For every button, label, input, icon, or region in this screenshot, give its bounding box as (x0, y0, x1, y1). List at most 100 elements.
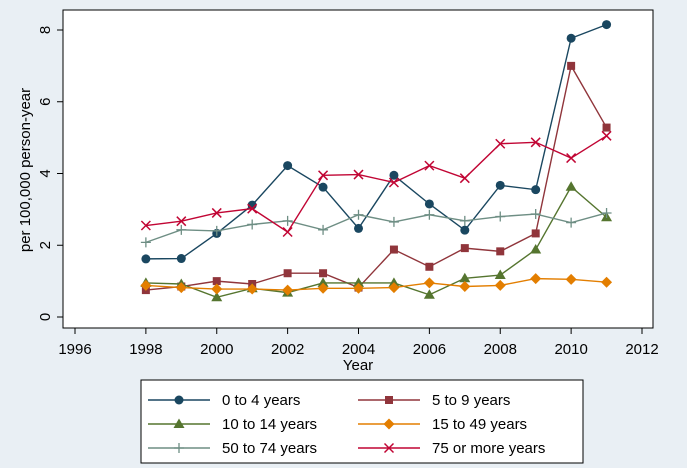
legend-marker (173, 418, 185, 428)
data-point (495, 180, 505, 190)
legend-box (140, 379, 584, 464)
data-point (459, 272, 471, 283)
data-point (176, 216, 187, 227)
data-point (247, 203, 258, 214)
x-tick-label: 2008 (484, 341, 517, 358)
data-point (565, 181, 577, 191)
data-point (459, 173, 470, 184)
data-point (176, 224, 187, 235)
data-point (601, 130, 612, 141)
data-point (282, 284, 294, 296)
data-point (530, 209, 541, 220)
x-tick-label: 2002 (271, 341, 304, 358)
data-point (141, 254, 151, 264)
data-point (282, 226, 293, 238)
data-point (353, 282, 364, 294)
data-point (495, 211, 506, 222)
data-point (530, 137, 541, 148)
data-point (565, 273, 577, 285)
x-tick-label: 1998 (129, 341, 162, 358)
series-layer (140, 20, 613, 302)
y-axis-title: per 100,000 person-year (17, 88, 34, 252)
data-point (353, 209, 364, 220)
data-point (388, 216, 399, 227)
data-point (247, 219, 258, 230)
data-point (495, 138, 506, 149)
y-tick-label: 4 (37, 169, 54, 177)
legend-item: 75 or more years (358, 440, 545, 457)
data-point (531, 185, 541, 195)
legend-item: 0 to 4 years (148, 392, 300, 409)
x-axis-title: Year (343, 357, 373, 374)
x-tick-label: 2012 (625, 341, 658, 358)
legend-marker (174, 395, 184, 405)
data-point (211, 225, 222, 236)
data-point (602, 123, 611, 132)
data-point (140, 237, 151, 248)
data-point (425, 262, 434, 271)
x-tick-label: 2000 (200, 341, 233, 358)
legend-item: 50 to 74 years (148, 440, 317, 457)
data-point (389, 170, 399, 180)
x-tick-label: 2006 (413, 341, 446, 358)
data-point (494, 279, 506, 291)
legend-label: 15 to 49 years (432, 416, 527, 433)
legend-marker (383, 418, 395, 430)
legend-item: 10 to 14 years (148, 416, 317, 433)
data-point (140, 279, 152, 291)
legend-marker (174, 443, 184, 453)
data-point (176, 254, 186, 264)
data-point (566, 33, 576, 43)
x-tick-label: 2010 (554, 341, 587, 358)
data-point (354, 223, 363, 233)
legend-label: 10 to 14 years (222, 416, 317, 433)
legend: 0 to 4 years 5 to 9 years 10 to 14 years 15… (148, 392, 545, 457)
x-axis: 1996 1998 2000 2002 2004 2006 2008 2010 2012 (58, 328, 659, 358)
data-point (566, 153, 577, 164)
y-tick-label: 0 (37, 313, 54, 321)
data-point (212, 277, 221, 286)
data-point (318, 170, 329, 181)
y-axis: 0 2 4 6 8 (37, 26, 63, 321)
x-tick-label: 1996 (58, 341, 91, 358)
data-point (423, 277, 435, 289)
data-point (459, 215, 470, 226)
data-point (567, 61, 576, 70)
legend-marker (385, 396, 393, 404)
legend-item: 5 to 9 years (358, 392, 510, 409)
data-point (424, 199, 434, 209)
legend-label: 0 to 4 years (222, 392, 300, 409)
series-line (145, 185, 608, 299)
data-point (601, 276, 613, 288)
legend-item: 15 to 49 years (358, 416, 527, 433)
series-line (145, 63, 608, 291)
data-point (566, 217, 577, 228)
series-line (145, 135, 607, 233)
legend-label: 50 to 74 years (222, 440, 317, 457)
plot-area (62, 9, 654, 329)
data-point (211, 291, 223, 302)
data-point (318, 224, 329, 235)
data-point (283, 161, 293, 171)
data-point (211, 207, 222, 218)
data-point (140, 220, 151, 231)
data-point (353, 277, 364, 287)
data-point (459, 281, 471, 293)
y-tick-label: 6 (37, 98, 54, 106)
data-point (317, 277, 329, 287)
data-point (389, 245, 398, 254)
legend-label: 75 or more years (432, 440, 545, 457)
data-point (424, 160, 435, 171)
series-line (145, 277, 607, 291)
series-4 (140, 273, 613, 296)
data-point (175, 282, 187, 294)
data-point (460, 225, 470, 235)
data-point (496, 247, 505, 256)
data-point (530, 244, 542, 254)
data-point (423, 289, 435, 299)
data-point (530, 273, 542, 285)
data-point (353, 169, 364, 180)
data-point (211, 283, 223, 295)
series-5 (140, 207, 612, 248)
